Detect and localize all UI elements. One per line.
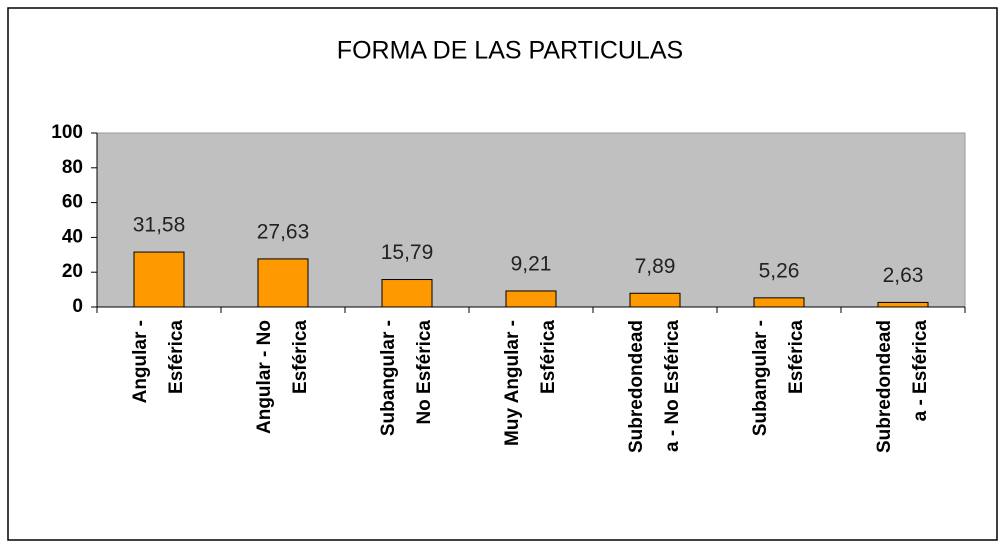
x-tick-label: Angular - — [130, 320, 151, 403]
data-label: 31,58 — [133, 214, 186, 237]
bar — [629, 292, 681, 308]
data-label: 5,26 — [759, 259, 800, 282]
data-label: 9,21 — [511, 253, 552, 276]
x-tick-label: Subredondead — [874, 320, 895, 453]
x-tick-label: Subangular - — [378, 320, 399, 436]
bar — [381, 279, 433, 308]
plot-area — [96, 132, 966, 308]
x-tick-label: a - No Esférica — [662, 320, 683, 452]
y-tick-label: 40 — [62, 226, 83, 247]
bar — [877, 301, 929, 308]
x-tick-label: Muy Angular - — [502, 320, 523, 446]
x-tick-label: a - Esférica — [910, 320, 931, 422]
data-label: 7,89 — [635, 255, 676, 278]
x-tick-label: Esférica — [290, 320, 311, 394]
x-tick-label: Esférica — [166, 320, 187, 394]
chart-title: FORMA DE LAS PARTICULAS — [337, 37, 683, 65]
bar — [505, 290, 557, 308]
data-label: 2,63 — [883, 264, 924, 287]
y-tick-label: 20 — [62, 261, 83, 282]
bar — [257, 258, 309, 308]
bar — [753, 297, 805, 308]
y-tick-label: 100 — [51, 122, 83, 143]
y-tick-label: 60 — [62, 192, 83, 213]
x-tick-label: Esférica — [538, 320, 559, 394]
y-tick-label: 80 — [62, 157, 83, 178]
x-tick-label: No Esférica — [414, 320, 435, 425]
x-tick-label: Subangular - — [750, 320, 771, 436]
data-label: 15,79 — [381, 241, 434, 264]
data-label: 27,63 — [257, 220, 310, 243]
x-tick-label: Esférica — [786, 320, 807, 394]
bar — [133, 251, 185, 308]
x-tick-label: Subredondead — [626, 320, 647, 453]
x-tick-label: Angular - No — [254, 320, 275, 434]
y-tick-label: 0 — [72, 296, 83, 317]
